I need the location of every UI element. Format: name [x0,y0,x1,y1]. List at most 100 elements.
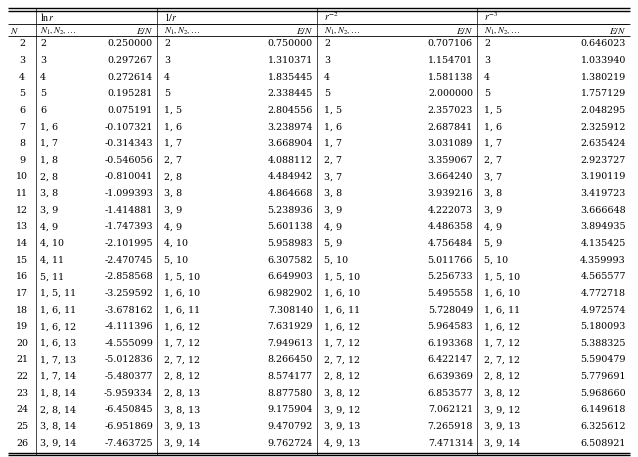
Text: 3.666648: 3.666648 [581,206,626,215]
Text: 7.949613: 7.949613 [267,339,313,348]
Text: -3.259592: -3.259592 [104,289,153,298]
Text: 5, 11: 5, 11 [40,272,64,281]
Text: 3, 7: 3, 7 [484,172,502,181]
Text: 5.968660: 5.968660 [581,389,626,398]
Text: 3: 3 [324,56,330,65]
Text: 3, 8, 13: 3, 8, 13 [164,405,200,414]
Text: 6: 6 [40,106,46,115]
Text: 0.750000: 0.750000 [268,39,313,48]
Text: 5.964583: 5.964583 [427,322,473,331]
Text: 25: 25 [16,422,28,431]
Text: 0.297267: 0.297267 [108,56,153,65]
Text: 2.357023: 2.357023 [427,106,473,115]
Text: 5: 5 [19,89,25,98]
Text: 2: 2 [324,39,330,48]
Text: 5.590479: 5.590479 [581,356,626,365]
Text: 20: 20 [16,339,28,348]
Text: -7.463725: -7.463725 [105,439,153,448]
Text: 2: 2 [40,39,46,48]
Text: 3, 8, 12: 3, 8, 12 [484,389,520,398]
Text: 2, 7, 12: 2, 7, 12 [484,356,520,365]
Text: 21: 21 [16,356,28,365]
Text: 3: 3 [40,56,46,65]
Text: 18: 18 [16,306,28,314]
Text: 1.835445: 1.835445 [267,73,313,82]
Text: 2.048295: 2.048295 [581,106,626,115]
Text: $r^{-3}$: $r^{-3}$ [484,11,498,23]
Text: -5.480377: -5.480377 [105,372,153,381]
Text: 2, 8, 12: 2, 8, 12 [484,372,520,381]
Text: 4: 4 [484,73,490,82]
Text: 4.972574: 4.972574 [581,306,626,314]
Text: 1.581138: 1.581138 [427,73,473,82]
Text: 4, 11: 4, 11 [40,255,64,265]
Text: $N$: $N$ [10,26,19,36]
Text: 1, 6, 11: 1, 6, 11 [324,306,360,314]
Text: 5.011766: 5.011766 [427,255,473,265]
Text: 1, 7: 1, 7 [164,139,182,148]
Text: 6.649903: 6.649903 [267,272,313,281]
Text: -0.314343: -0.314343 [105,139,153,148]
Text: 12: 12 [16,206,28,215]
Text: 4, 10: 4, 10 [164,239,188,248]
Text: 1.033940: 1.033940 [581,56,626,65]
Text: 2, 7: 2, 7 [484,156,502,165]
Text: 7.631929: 7.631929 [267,322,313,331]
Text: 1, 5, 10: 1, 5, 10 [324,272,360,281]
Text: 4, 9: 4, 9 [324,223,342,231]
Text: 3, 9: 3, 9 [484,206,502,215]
Text: 4.359993: 4.359993 [580,255,626,265]
Text: 1, 7: 1, 7 [324,139,342,148]
Text: 3, 9, 14: 3, 9, 14 [40,439,77,448]
Text: 1, 7, 14: 1, 7, 14 [40,372,76,381]
Text: 1.380219: 1.380219 [581,73,626,82]
Text: 9.175904: 9.175904 [267,405,313,414]
Text: 1.154701: 1.154701 [428,56,473,65]
Text: 1, 6: 1, 6 [40,122,58,132]
Text: 0.272614: 0.272614 [108,73,153,82]
Text: 1, 6, 11: 1, 6, 11 [40,306,76,314]
Text: 1, 7, 12: 1, 7, 12 [484,339,520,348]
Text: -2.101995: -2.101995 [105,239,153,248]
Text: $1/r$: $1/r$ [164,11,178,23]
Text: 1.757129: 1.757129 [581,89,626,98]
Text: 1, 6, 12: 1, 6, 12 [484,322,520,331]
Text: 13: 13 [16,223,28,231]
Text: 1, 6, 12: 1, 6, 12 [40,322,76,331]
Text: 1, 6, 12: 1, 6, 12 [324,322,360,331]
Text: 4.756484: 4.756484 [427,239,473,248]
Text: 1, 6, 10: 1, 6, 10 [324,289,360,298]
Text: 6.149618: 6.149618 [581,405,626,414]
Text: 11: 11 [16,189,28,198]
Text: -5.959334: -5.959334 [104,389,153,398]
Text: 8.266450: 8.266450 [267,356,313,365]
Text: 9.470792: 9.470792 [268,422,313,431]
Text: -2.858568: -2.858568 [105,272,153,281]
Text: 4.484942: 4.484942 [268,172,313,181]
Text: -6.951869: -6.951869 [104,422,153,431]
Text: 1, 7, 13: 1, 7, 13 [40,356,76,365]
Text: -2.470745: -2.470745 [105,255,153,265]
Text: -4.111396: -4.111396 [105,322,153,331]
Text: 6.325612: 6.325612 [581,422,626,431]
Text: 5.779691: 5.779691 [581,372,626,381]
Text: 2.635424: 2.635424 [581,139,626,148]
Text: 7.062121: 7.062121 [428,405,473,414]
Text: 3, 8: 3, 8 [40,189,58,198]
Text: 1, 8: 1, 8 [40,156,58,165]
Text: 4.772718: 4.772718 [581,289,626,298]
Text: 2.338445: 2.338445 [267,89,313,98]
Text: -0.810041: -0.810041 [105,172,153,181]
Text: 4.088112: 4.088112 [268,156,313,165]
Text: 0.195281: 0.195281 [108,89,153,98]
Text: 2, 8: 2, 8 [40,172,58,181]
Text: 7: 7 [19,122,25,132]
Text: $E/N$: $E/N$ [456,26,473,36]
Text: 3.190119: 3.190119 [581,172,626,181]
Text: $N_1, N_2, \ldots$: $N_1, N_2, \ldots$ [484,25,521,36]
Text: 1, 5, 10: 1, 5, 10 [484,272,520,281]
Text: 5.601138: 5.601138 [267,223,313,231]
Text: 7.265918: 7.265918 [427,422,473,431]
Text: 3, 9: 3, 9 [324,206,342,215]
Text: 3, 8: 3, 8 [164,189,182,198]
